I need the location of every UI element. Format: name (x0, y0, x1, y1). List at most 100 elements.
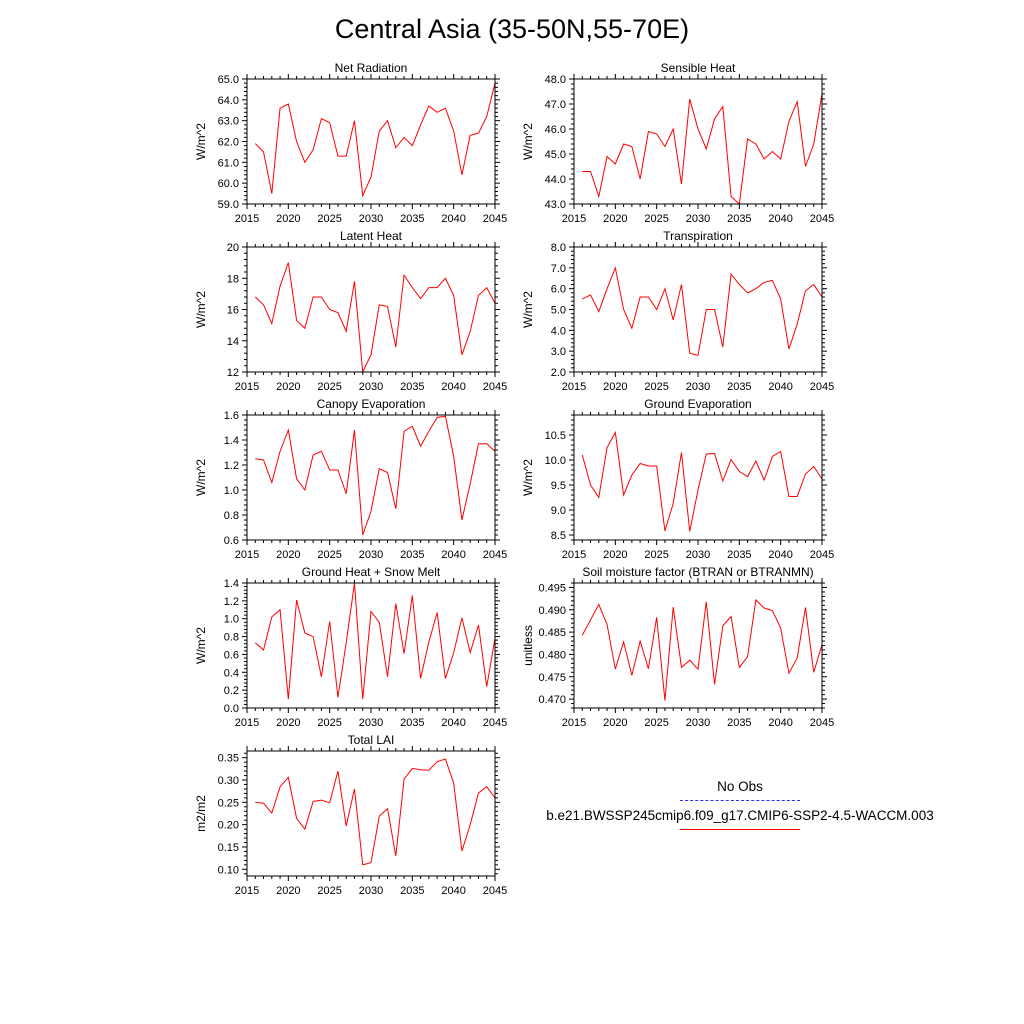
y-tick-label: 60.0 (218, 178, 239, 190)
chart-panel-7: 2015 2020 2025 2030 2035 2040 2045 0.0 0.2 0.4 0.6… (194, 565, 507, 729)
y-tick-label: 62.0 (218, 137, 239, 149)
x-tick-label: 2045 (483, 381, 507, 393)
x-tick-label: 2020 (603, 381, 627, 393)
x-tick-label: 2015 (235, 381, 259, 393)
y-axis-label: W/m^2 (194, 459, 208, 496)
x-tick-label: 2045 (483, 717, 507, 729)
x-tick-label: 2015 (562, 381, 586, 393)
y-tick-label: 0.25 (218, 797, 239, 809)
y-tick-label: 1.0 (224, 614, 239, 626)
y-tick-label: 18 (227, 273, 239, 285)
y-tick-label: 65.0 (218, 74, 239, 86)
x-tick-label: 2045 (810, 213, 834, 225)
y-tick-label: 0.15 (218, 842, 239, 854)
y-tick-label: 2.0 (551, 367, 566, 379)
panel-title: Transpiration (663, 229, 733, 243)
series-line-9-1 (255, 758, 495, 866)
y-tick-label: 0.0 (224, 703, 239, 715)
y-tick-label: 5.0 (551, 305, 566, 317)
series-line-8-1 (581, 598, 822, 701)
panel-title: Ground Evaporation (644, 397, 751, 411)
y-tick-label: 9.0 (551, 505, 566, 517)
x-tick-label: 2045 (810, 381, 834, 393)
y-tick-label: 0.480 (538, 649, 566, 661)
y-axis-label: W/m^2 (194, 291, 208, 328)
y-tick-label: 3.0 (551, 346, 566, 358)
series-line-7-1 (254, 583, 495, 700)
y-tick-label: 0.30 (218, 775, 239, 787)
x-tick-label: 2045 (483, 213, 507, 225)
x-tick-label: 2030 (686, 717, 710, 729)
x-tick-label: 2030 (359, 549, 383, 561)
x-tick-label: 2030 (686, 381, 710, 393)
x-tick-label: 2040 (441, 717, 465, 729)
plot-frame (246, 582, 496, 709)
y-tick-label: 8.5 (551, 530, 566, 542)
x-tick-label: 2035 (400, 549, 424, 561)
x-tick-label: 2025 (317, 885, 341, 897)
y-tick-label: 10.5 (545, 430, 566, 442)
y-axis-label: W/m^2 (521, 459, 535, 496)
chart-panel-8: 2015 2020 2025 2030 2035 2040 2045 0.470 0.475 0.… (521, 565, 834, 729)
series-line-2-1 (582, 93, 822, 204)
y-tick-label: 0.6 (224, 535, 239, 547)
series-line-5-1 (255, 415, 495, 536)
x-tick-label: 2040 (768, 381, 792, 393)
chart-panel-3: 2015 2020 2025 2030 2035 2040 2045 12 14 16 18 20 La… (194, 229, 507, 393)
x-tick-label: 2040 (441, 549, 465, 561)
x-tick-label: 2020 (276, 213, 300, 225)
x-tick-label: 2020 (603, 213, 627, 225)
x-tick-label: 2020 (276, 549, 300, 561)
y-tick-label: 1.4 (224, 578, 239, 590)
y-tick-label: 8.0 (551, 242, 566, 254)
y-tick-label: 1.2 (224, 596, 239, 608)
plot-frame (246, 414, 496, 541)
x-tick-label: 2015 (235, 213, 259, 225)
y-tick-label: 48.0 (545, 74, 566, 86)
y-tick-label: 10.0 (545, 455, 566, 467)
legend-obs-line (680, 800, 800, 801)
x-tick-label: 2025 (644, 549, 668, 561)
y-tick-label: 0.8 (224, 510, 239, 522)
series-line-4-1 (582, 266, 822, 356)
x-tick-label: 2035 (727, 717, 751, 729)
x-tick-label: 2030 (359, 381, 383, 393)
y-tick-label: 1.0 (224, 485, 239, 497)
y-tick-label: 6.0 (551, 284, 566, 296)
y-tick-label: 1.6 (224, 410, 239, 422)
x-tick-label: 2035 (400, 381, 424, 393)
y-axis-label: unitless (521, 625, 535, 666)
plot-frame (246, 78, 496, 205)
x-tick-label: 2035 (400, 885, 424, 897)
x-tick-label: 2040 (768, 213, 792, 225)
panel-title: Latent Heat (340, 229, 403, 243)
series-line-6-1 (581, 430, 822, 532)
x-tick-label: 2015 (235, 885, 259, 897)
y-tick-label: 0.470 (538, 694, 566, 706)
x-tick-label: 2045 (810, 717, 834, 729)
x-tick-label: 2025 (317, 717, 341, 729)
x-tick-label: 2025 (317, 213, 341, 225)
y-tick-label: 0.4 (224, 667, 239, 679)
panel-title: Ground Heat + Snow Melt (302, 565, 441, 579)
y-tick-label: 7.0 (551, 263, 566, 275)
y-tick-label: 64.0 (218, 95, 239, 107)
chart-panel-1: 2015 2020 2025 2030 2035 2040 2045 59.0 60.0 61.0… (194, 61, 507, 225)
x-tick-label: 2040 (441, 381, 465, 393)
chart-panel-6: 2015 2020 2025 2030 2035 2040 2045 8.5 9.0 9.5 10.… (521, 397, 834, 561)
y-tick-label: 44.0 (545, 174, 566, 186)
y-tick-label: 61.0 (218, 157, 239, 169)
x-tick-label: 2035 (727, 213, 751, 225)
y-tick-label: 0.10 (218, 864, 239, 876)
y-tick-label: 9.5 (551, 480, 566, 492)
y-tick-label: 0.475 (538, 672, 566, 684)
x-tick-label: 2015 (235, 549, 259, 561)
y-tick-label: 1.4 (224, 435, 239, 447)
x-tick-label: 2035 (727, 549, 751, 561)
chart-panel-5: 2015 2020 2025 2030 2035 2040 2045 0.6 0.8 1.0 1.2… (194, 397, 507, 561)
x-tick-label: 2035 (400, 717, 424, 729)
y-axis-label: W/m^2 (521, 123, 535, 160)
x-tick-label: 2035 (727, 381, 751, 393)
x-tick-label: 2025 (317, 381, 341, 393)
x-tick-label: 2030 (359, 213, 383, 225)
